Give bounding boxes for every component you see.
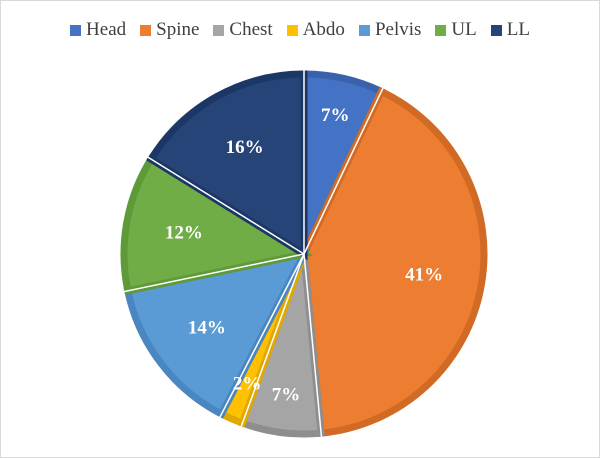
data-label-ul: 12%	[165, 222, 203, 243]
legend: Head Spine Chest Abdo Pelvis UL LL	[1, 19, 599, 41]
legend-item-ll: LL	[490, 19, 530, 41]
legend-label: Chest	[229, 19, 273, 40]
legend-label: UL	[451, 19, 477, 40]
legend-item-head: Head	[70, 19, 126, 41]
legend-swatch	[70, 24, 82, 36]
legend-item-ul: UL	[435, 19, 477, 41]
pie-slice-pelvis	[123, 249, 311, 419]
legend-swatch	[286, 24, 298, 36]
legend-label: Head	[86, 19, 127, 40]
legend-swatch	[358, 24, 370, 36]
slice-separator	[303, 253, 323, 438]
legend-item-pelvis: Pelvis	[358, 19, 422, 41]
legend-label: Pelvis	[374, 19, 422, 40]
legend-swatch	[213, 24, 225, 36]
data-label-pelvis: 14%	[188, 317, 226, 338]
legend-item-spine: Spine	[140, 19, 199, 41]
pie-slice-spine	[300, 86, 488, 438]
slice-separator	[147, 156, 305, 255]
legend-label: Abdo	[302, 19, 345, 40]
legend-label: Spine	[156, 19, 200, 40]
data-label-ll: 16%	[226, 137, 264, 158]
legend-swatch	[435, 24, 447, 36]
slice-separator	[123, 253, 305, 293]
legend-item-abdo: Abdo	[286, 19, 345, 41]
legend-swatch	[490, 24, 502, 36]
data-label-spine: 41%	[405, 265, 443, 286]
pie-slice-ul	[120, 154, 314, 296]
data-label-abdo: 2%	[233, 374, 262, 395]
slice-separator	[240, 253, 305, 428]
pie-slice-ll	[146, 70, 308, 261]
legend-label: LL	[506, 19, 530, 40]
slice-separator	[303, 87, 384, 255]
legend-item-chest: Chest	[213, 19, 273, 41]
legend-swatch	[140, 24, 152, 36]
slice-separator	[219, 253, 305, 418]
data-label-head: 7%	[321, 105, 350, 126]
data-label-chest: 7%	[272, 384, 301, 405]
